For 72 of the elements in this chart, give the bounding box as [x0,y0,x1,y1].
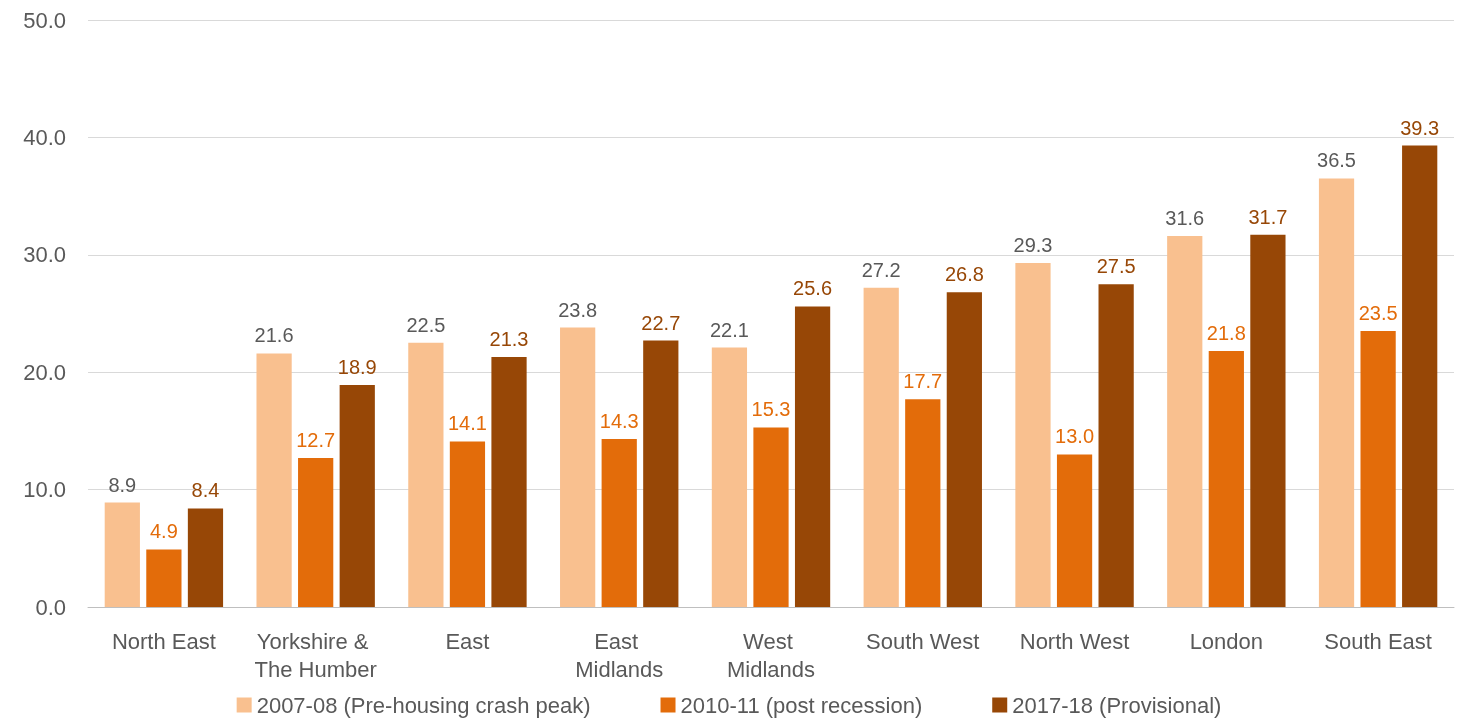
bar [1250,234,1286,607]
data-label: 23.5 [1358,302,1398,325]
bar [491,356,527,607]
data-label: 36.5 [1317,149,1356,172]
bar [104,502,140,607]
bar [1015,263,1051,607]
x-tick-label: North West [1019,628,1130,654]
bar [946,292,982,607]
bar [1056,454,1093,607]
legend-label: 2010-11 (post recession) [680,692,923,718]
bar [794,306,831,607]
data-label: 15.3 [751,398,791,421]
bar [146,549,182,607]
bar [1360,331,1396,607]
bar [187,508,224,607]
bar [643,340,679,607]
y-tick-label: 30.0 [23,242,66,268]
x-tick-label: North East [111,628,216,654]
bar [863,287,899,607]
bar [298,457,334,607]
bar [1318,178,1355,607]
data-label: 14.3 [599,410,639,433]
y-tick-label: 0.0 [35,594,66,620]
data-label: 12.7 [296,428,336,451]
y-tick-label: 10.0 [23,477,66,503]
y-tick-label: 40.0 [23,124,66,150]
data-label: 22.7 [641,311,681,334]
x-tick-label: East Midlands [575,628,664,682]
bar [560,327,596,607]
x-tick-label: London [1189,628,1264,654]
bar [449,441,486,607]
data-label: 31.6 [1165,207,1205,230]
bar [1208,351,1244,607]
bar [1167,236,1203,607]
data-label: 21.3 [489,327,529,350]
x-tick-label: East [445,628,490,654]
data-label: 4.9 [149,520,178,543]
data-label: 26.8 [944,263,984,286]
data-label: 8.9 [108,473,137,496]
bar [601,439,637,607]
bar [1098,284,1134,607]
data-label: 18.9 [337,356,377,379]
data-label: 27.2 [861,258,901,281]
data-label: 13.0 [1055,425,1095,448]
bar [1402,145,1438,607]
y-tick-label: 20.0 [23,359,66,385]
x-tick-label: South East [1324,628,1432,654]
bar [339,385,375,607]
bar [905,399,941,607]
bar [256,353,292,607]
bar [753,427,789,607]
data-label: 17.7 [903,370,943,393]
data-label: 14.1 [447,412,487,435]
x-tick-label: West Midlands [726,628,816,682]
data-label: 21.8 [1206,322,1246,345]
data-label: 21.6 [254,324,294,347]
data-label: 22.5 [406,313,446,336]
data-label: 27.5 [1096,255,1136,278]
x-tick-label: South West [866,628,980,654]
legend-label: 2007-08 (Pre-housing crash peak) [256,692,591,718]
data-label: 23.8 [558,298,598,321]
data-label: 29.3 [1013,234,1053,257]
data-label: 39.3 [1400,116,1440,139]
data-label: 31.7 [1248,205,1288,228]
x-tick-label: Yorkshire & The Humber [254,628,377,682]
data-label: 25.6 [793,277,833,300]
legend-label: 2017-18 (Provisional) [1012,692,1222,718]
bar [408,342,444,607]
data-label: 8.4 [191,479,220,502]
data-label: 22.1 [709,318,749,341]
bar [711,347,748,607]
y-tick-label: 50.0 [23,7,66,33]
